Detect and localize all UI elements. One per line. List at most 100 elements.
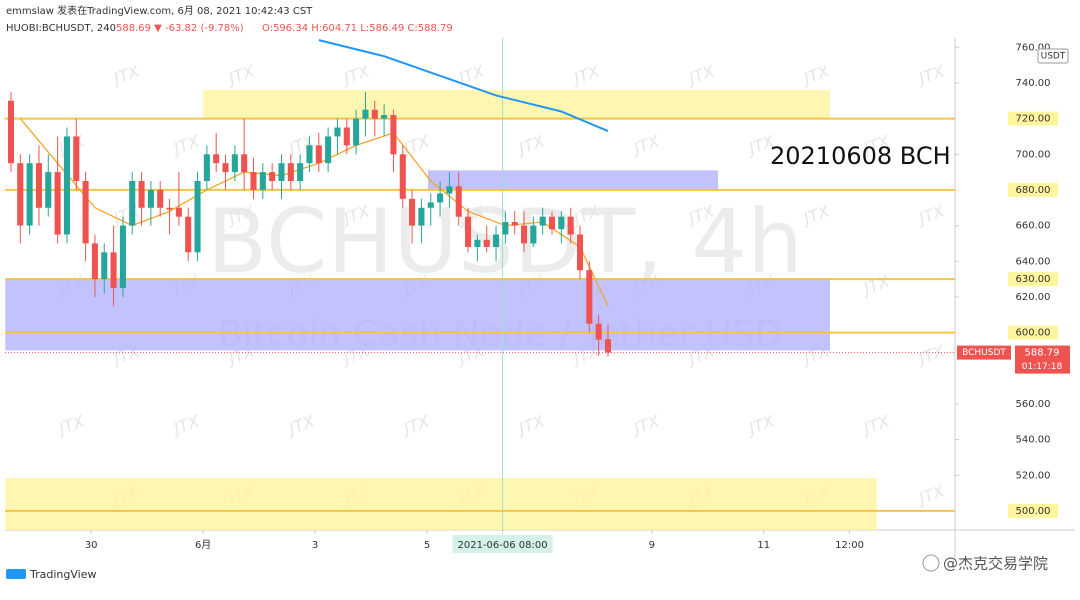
- header-symbol: HUOBI:BCHUSDT, 240: [6, 23, 116, 34]
- candle-body: [567, 216, 574, 235]
- level-label-bg: [1008, 182, 1058, 197]
- level-label-bg: [1008, 503, 1058, 518]
- header-line: emmslaw 发表在TradingView.com, 6月 08, 2021 …: [6, 4, 313, 17]
- candle-body: [82, 181, 89, 244]
- candle-body: [129, 181, 136, 226]
- price-zone: [5, 477, 877, 530]
- candle-body: [222, 163, 229, 173]
- candle-body: [138, 181, 145, 208]
- price-zone: [427, 170, 719, 190]
- candle-body: [26, 163, 33, 226]
- level-label-bg: [1008, 111, 1058, 126]
- candle-body: [539, 216, 546, 226]
- y-tick-label: 660.00: [1016, 221, 1051, 232]
- x-tick-label: 6月: [195, 539, 211, 551]
- y-tick-label: 740.00: [1016, 78, 1051, 89]
- y-tick-label: 520.00: [1016, 470, 1051, 481]
- candle-body: [213, 154, 220, 164]
- candle-body: [446, 186, 453, 194]
- x-tick-label: 11: [757, 540, 770, 551]
- level-label: 680.00: [1016, 185, 1051, 196]
- y-tick-label: 540.00: [1016, 435, 1051, 446]
- currency: USDT: [1041, 52, 1066, 62]
- candle-body: [334, 127, 341, 137]
- candle-body: [110, 252, 117, 289]
- candle-body: [558, 216, 565, 230]
- candle-body: [157, 189, 164, 208]
- candle-body: [306, 145, 313, 164]
- candle-body: [362, 109, 369, 119]
- price-label-bg: [1015, 345, 1070, 374]
- candle-body: [493, 234, 500, 247]
- candle-body: [175, 207, 182, 217]
- y-tick-label: 640.00: [1016, 256, 1051, 267]
- x-cursor-label-bg: [452, 535, 553, 553]
- indicator-line: [318, 39, 609, 133]
- y-tick-label: 560.00: [1016, 399, 1051, 410]
- candle-body: [530, 225, 537, 244]
- header-ohlc: O:596.34 H:604.71 L:586.49 C:588.79: [262, 23, 453, 34]
- candle-body: [35, 163, 42, 208]
- candle-body: [54, 172, 61, 235]
- x-tick-label: 9: [649, 540, 655, 551]
- candle-body: [437, 193, 444, 203]
- y-tick-label: 620.00: [1016, 292, 1051, 303]
- candle-body: [604, 339, 612, 353]
- x-tick-label: 30: [85, 540, 98, 551]
- candle-body: [194, 181, 201, 253]
- y-tick-label: 700.00: [1016, 149, 1051, 160]
- candle-body: [45, 172, 52, 208]
- candle-body: [63, 136, 70, 235]
- currency-box: [1037, 48, 1069, 64]
- price-zone: [203, 90, 830, 119]
- candle-body: [325, 136, 332, 164]
- credit-icon: [922, 554, 940, 572]
- price-symbol-bg: [957, 345, 1011, 360]
- candle-body: [7, 100, 15, 164]
- candle-body: [147, 189, 154, 208]
- candle-body: [381, 115, 388, 119]
- candle-body: [390, 115, 397, 155]
- candle-body: [586, 270, 593, 324]
- candle-body: [474, 239, 481, 247]
- x-tick-label: 3: [312, 540, 318, 551]
- price-symbol: BCHUSDT: [962, 348, 1006, 358]
- x-tick-label: 5: [424, 540, 430, 551]
- brand: TradingView: [29, 568, 96, 581]
- x-tick-label: 12:00: [835, 540, 864, 551]
- countdown: 01:17:18: [1022, 362, 1063, 372]
- candle-body: [548, 216, 556, 230]
- level-label: 600.00: [1016, 328, 1051, 339]
- candle-body: [241, 154, 248, 173]
- candle-body: [119, 225, 126, 289]
- candle-body: [465, 216, 472, 247]
- candle-body: [576, 234, 584, 271]
- candle-body: [250, 172, 257, 190]
- candle-body: [91, 243, 98, 280]
- x-tick-label: 2021-06-06 08:00: [458, 540, 548, 551]
- candle-body: [73, 136, 80, 182]
- brand-logo: [6, 569, 26, 579]
- candle-body: [427, 202, 434, 208]
- level-label: 720.00: [1016, 114, 1051, 125]
- candle-body: [287, 163, 294, 182]
- candle-body: [166, 207, 173, 210]
- candle-body: [203, 154, 210, 182]
- candle-body: [259, 172, 266, 190]
- level-label: 500.00: [1016, 506, 1051, 517]
- candle-body: [231, 154, 238, 173]
- candle-body: [455, 186, 462, 217]
- level-label-bg: [1008, 325, 1058, 340]
- candle-body: [297, 163, 304, 182]
- level-label: 630.00: [1016, 274, 1051, 285]
- candle-body: [483, 239, 490, 247]
- candle-body: [520, 225, 528, 244]
- level-label-bg: [1008, 272, 1058, 287]
- candle-body: [595, 323, 602, 340]
- candle-body: [418, 207, 425, 226]
- price-zone: [5, 278, 831, 351]
- y-tick-label: 760.00: [1016, 42, 1051, 53]
- candle-body: [101, 252, 108, 280]
- header-change: 588.69 ▼ -63.82 (-9.78%): [116, 23, 244, 34]
